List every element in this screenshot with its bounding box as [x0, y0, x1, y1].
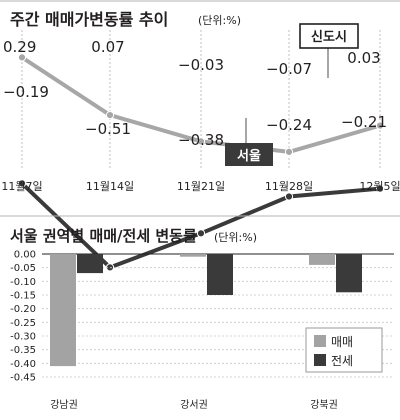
data-label: −0.51	[85, 120, 131, 138]
legend-label: 전세	[331, 354, 353, 368]
bar-chart-y-tick: -0.35	[10, 345, 36, 356]
bar-chart-y-tick: -0.45	[10, 373, 36, 384]
lease-bar	[207, 254, 233, 295]
legend-label: 매매	[331, 335, 353, 349]
bar-chart-x-tick: 강남권	[50, 399, 78, 411]
data-point	[17, 53, 27, 62]
bar-chart-bars	[50, 254, 362, 367]
legend-swatch	[314, 354, 326, 366]
bar-chart-title: 서울 권역별 매매/전세 변동률	[10, 227, 197, 245]
data-point	[17, 179, 27, 188]
bar-chart-x-tick: 강서권	[180, 399, 208, 411]
line-chart-unit: (단위:%)	[198, 14, 241, 27]
bar-chart-y-tick: -0.05	[10, 263, 36, 274]
bar-chart-unit: (단위:%)	[214, 231, 257, 244]
line-chart-x-tick: 11월7일	[1, 179, 42, 193]
bar-chart-y-tick: -0.20	[10, 304, 36, 315]
data-point	[284, 147, 294, 156]
bar-chart-panel: 서울 권역별 매매/전세 변동률 (단위:%) 0.00 -0.05 -0.10 -0…	[0, 215, 400, 411]
line-chart-x-tick: 12월5일	[359, 179, 400, 193]
bar-chart-x-tick: 강북권	[310, 399, 338, 411]
data-point	[196, 137, 206, 146]
bar-chart-y-tick: -0.15	[10, 291, 36, 302]
data-point	[105, 111, 115, 120]
data-label: 0.29	[3, 38, 36, 56]
data-label: 0.03	[347, 49, 380, 67]
line-chart-x-axis: 11월7일 11월14일 11월21일 11월28일 12월5일	[1, 179, 400, 193]
data-label: −0.19	[3, 83, 49, 101]
data-label: −0.07	[266, 60, 312, 78]
bar-chart-y-tick: 0.00	[14, 250, 36, 261]
line-chart-panel: 주간 매매가변동률 추이 (단위:%) 0.29 0.07−0.03 −0.070.…	[0, 0, 400, 272]
bar-chart-y-axis: 0.00 -0.05 -0.10 -0.15 -0.20 -0.25 -0.30 -0.35 -…	[10, 250, 36, 384]
legend-swatch	[314, 335, 326, 347]
data-label: −0.03	[178, 56, 224, 74]
legend-new-town-box	[299, 23, 359, 49]
sale-bar	[180, 254, 206, 257]
line-chart-series: 0.29 0.07 −0.03 −0.07 0.03 −0.19 −0.51 −0.38 −0.…	[3, 38, 387, 272]
bar-chart-x-axis: 강남권 강서권 강북권	[50, 399, 338, 411]
sale-bar	[309, 254, 335, 265]
bar-chart-y-tick: -0.25	[10, 318, 36, 329]
data-label: −0.24	[266, 116, 312, 134]
line-chart-x-tick: 11월21일	[177, 179, 225, 193]
lease-bar	[77, 254, 103, 274]
data-point	[375, 184, 385, 193]
data-point	[196, 229, 206, 238]
legend-new-town: 신도시	[299, 23, 359, 78]
bar-chart-y-tick: -0.40	[10, 359, 36, 370]
legend-seoul-label: 서울	[237, 148, 261, 164]
legend-seoul-box	[225, 143, 273, 166]
legend-seoul: 서울	[225, 118, 273, 166]
line-chart-grid	[21, 30, 381, 168]
bar-chart-y-tick: -0.10	[10, 277, 36, 288]
data-label: −0.21	[341, 113, 387, 131]
lease-bar	[336, 254, 362, 293]
line-chart-x-tick: 11월14일	[86, 179, 134, 193]
data-point	[284, 192, 294, 201]
sale-bar	[50, 254, 76, 367]
legend-new-town-label: 신도시	[311, 30, 347, 45]
data-point	[375, 121, 385, 130]
bar-chart-y-tick: -0.30	[10, 332, 36, 343]
data-label: 0.07	[91, 38, 124, 56]
data-label: −0.38	[178, 131, 224, 149]
line-chart-x-tick: 11월28일	[265, 179, 313, 193]
line-chart-title: 주간 매매가변동률 추이	[10, 10, 168, 29]
